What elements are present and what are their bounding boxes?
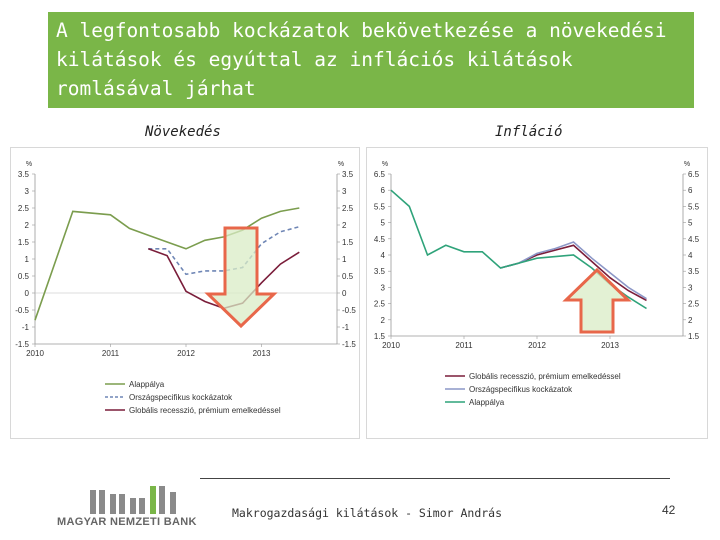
y-tick-label-left: 4.5	[374, 235, 386, 244]
slide-title: A legfontosabb kockázatok bekövetkezése …	[48, 12, 694, 108]
x-tick-label: 2010	[26, 349, 44, 358]
y-tick-label-right: 3.5	[688, 267, 700, 276]
y-tick-label-right: 2	[688, 316, 693, 325]
y-tick-label-left: 1.5	[18, 238, 30, 247]
growth-chart: % % -1.5 -1.5 -1 -1 -0.5 -0.5 0 0 0.5 0.5 1 1 1.5 1.5 2 2…	[15, 161, 356, 415]
inflation-chart-panel: %% 1.5 1.5 2 2 2.5 2.5 3 3 3.5 3.5 4 4 4.5 4.5 5 5 5.5 5.5…	[366, 147, 708, 439]
y-tick-label-right: 4	[688, 251, 693, 260]
growth-chart-panel: %% -1.5 -1.5 -1 -1 -0.5 -0.5 0 0 0.5 0.5 1 1 1.5 1.5 2 2…	[10, 147, 360, 439]
y-tick-label-right: 3	[342, 187, 347, 196]
y-tick-label-left: 0	[25, 289, 30, 298]
legend-label: Alappálya	[129, 380, 165, 389]
y-tick-label-right: 2	[342, 221, 347, 230]
legend-label: Globális recesszió, prémium emelkedéssel	[469, 372, 621, 381]
y-tick-label-left: 0.5	[18, 272, 30, 281]
series-line-0	[34, 207, 300, 321]
growth-subtitle: Növekedés	[145, 124, 221, 140]
series-line-1	[500, 241, 647, 300]
y-tick-label-right: 2.5	[342, 204, 354, 213]
mnb-logo	[55, 480, 205, 530]
y-tick-label-right: 6.5	[688, 170, 700, 179]
y-unit-right: %	[338, 161, 344, 168]
y-tick-label-right: 5	[688, 219, 693, 228]
y-tick-label-left: 2.5	[374, 300, 386, 309]
risk-arrow-up	[562, 267, 632, 334]
mnb-logo-bars-icon	[90, 486, 176, 514]
y-tick-label-right: 0.5	[342, 272, 354, 281]
y-tick-label-left: 6	[381, 186, 386, 195]
y-unit-left: %	[382, 161, 388, 168]
x-tick-label: 2011	[455, 341, 473, 350]
y-tick-label-left: 3	[381, 283, 386, 292]
y-tick-label-left: 6.5	[374, 170, 386, 179]
legend-label: Országspecifikus kockázatok	[129, 393, 233, 402]
inflation-subtitle: Infláció	[495, 124, 563, 140]
legend-label: Globális recesszió, prémium emelkedéssel	[129, 406, 281, 415]
y-tick-label-left: 4	[381, 251, 386, 260]
risk-arrow-down	[204, 226, 278, 329]
y-tick-label-right: -1	[342, 323, 350, 332]
y-tick-label-right: 2.5	[688, 300, 700, 309]
y-tick-label-right: -1.5	[342, 340, 356, 349]
series-line-1	[148, 225, 300, 276]
x-tick-label: 2013	[253, 349, 271, 358]
y-tick-label-left: 5	[381, 219, 386, 228]
y-tick-label-left: 3.5	[18, 170, 30, 179]
legend-label: Országspecifikus kockázatok	[469, 385, 573, 394]
x-tick-label: 2012	[177, 349, 195, 358]
y-tick-label-left: -1	[22, 323, 30, 332]
x-tick-label: 2012	[528, 341, 546, 350]
inflation-chart: % % 1.5 1.5 2 2 2.5 2.5 3 3 3.5 3.5 4 4 4.5 4.5 5 5 5.5 5.5…	[374, 161, 700, 407]
y-tick-label-left: 1.5	[374, 332, 386, 341]
y-tick-label-left: -1.5	[15, 340, 29, 349]
y-tick-label-left: -0.5	[15, 306, 29, 315]
footer-text: Makrogazdasági kilátások - Simor András	[232, 506, 503, 520]
y-tick-label-right: 3.5	[342, 170, 354, 179]
footer-divider	[200, 478, 670, 479]
x-tick-label: 2010	[382, 341, 400, 350]
y-tick-label-right: 1.5	[688, 332, 700, 341]
y-tick-label-right: 6	[688, 186, 693, 195]
y-tick-label-right: 5.5	[688, 202, 700, 211]
y-tick-label-right: 0	[342, 289, 347, 298]
x-tick-label: 2011	[102, 349, 120, 358]
y-tick-label-left: 3.5	[374, 267, 386, 276]
y-tick-label-right: 3	[688, 283, 693, 292]
y-tick-label-right: 1.5	[342, 238, 354, 247]
y-tick-label-left: 3	[25, 187, 30, 196]
page-number: 42	[662, 503, 676, 517]
y-tick-label-left: 2	[381, 316, 386, 325]
y-tick-label-left: 5.5	[374, 202, 386, 211]
legend-label: Alappálya	[469, 398, 505, 407]
y-tick-label-left: 2	[25, 221, 30, 230]
x-tick-label: 2013	[601, 341, 619, 350]
y-tick-label-right: 1	[342, 255, 347, 264]
y-tick-label-left: 2.5	[18, 204, 30, 213]
mnb-logo-text: MAGYAR NEMZETI BANK	[57, 516, 197, 528]
y-tick-label-left: 1	[25, 255, 30, 264]
y-unit-right: %	[684, 161, 690, 168]
y-tick-label-right: -0.5	[342, 306, 356, 315]
y-unit-left: %	[26, 161, 32, 168]
y-tick-label-right: 4.5	[688, 235, 700, 244]
